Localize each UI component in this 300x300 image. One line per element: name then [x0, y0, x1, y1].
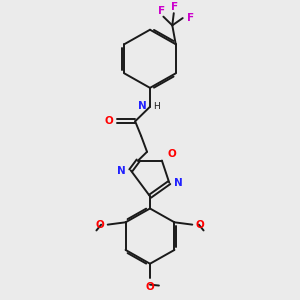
Text: O: O: [96, 220, 105, 230]
Text: F: F: [158, 6, 166, 16]
Text: N: N: [174, 178, 183, 188]
Text: F: F: [171, 2, 178, 12]
Text: O: O: [195, 220, 204, 230]
Text: N: N: [138, 101, 146, 111]
Text: N: N: [117, 166, 126, 176]
Text: H: H: [153, 102, 160, 111]
Text: O: O: [167, 149, 176, 159]
Text: O: O: [104, 116, 113, 126]
Text: O: O: [146, 282, 154, 292]
Text: F: F: [187, 13, 194, 22]
